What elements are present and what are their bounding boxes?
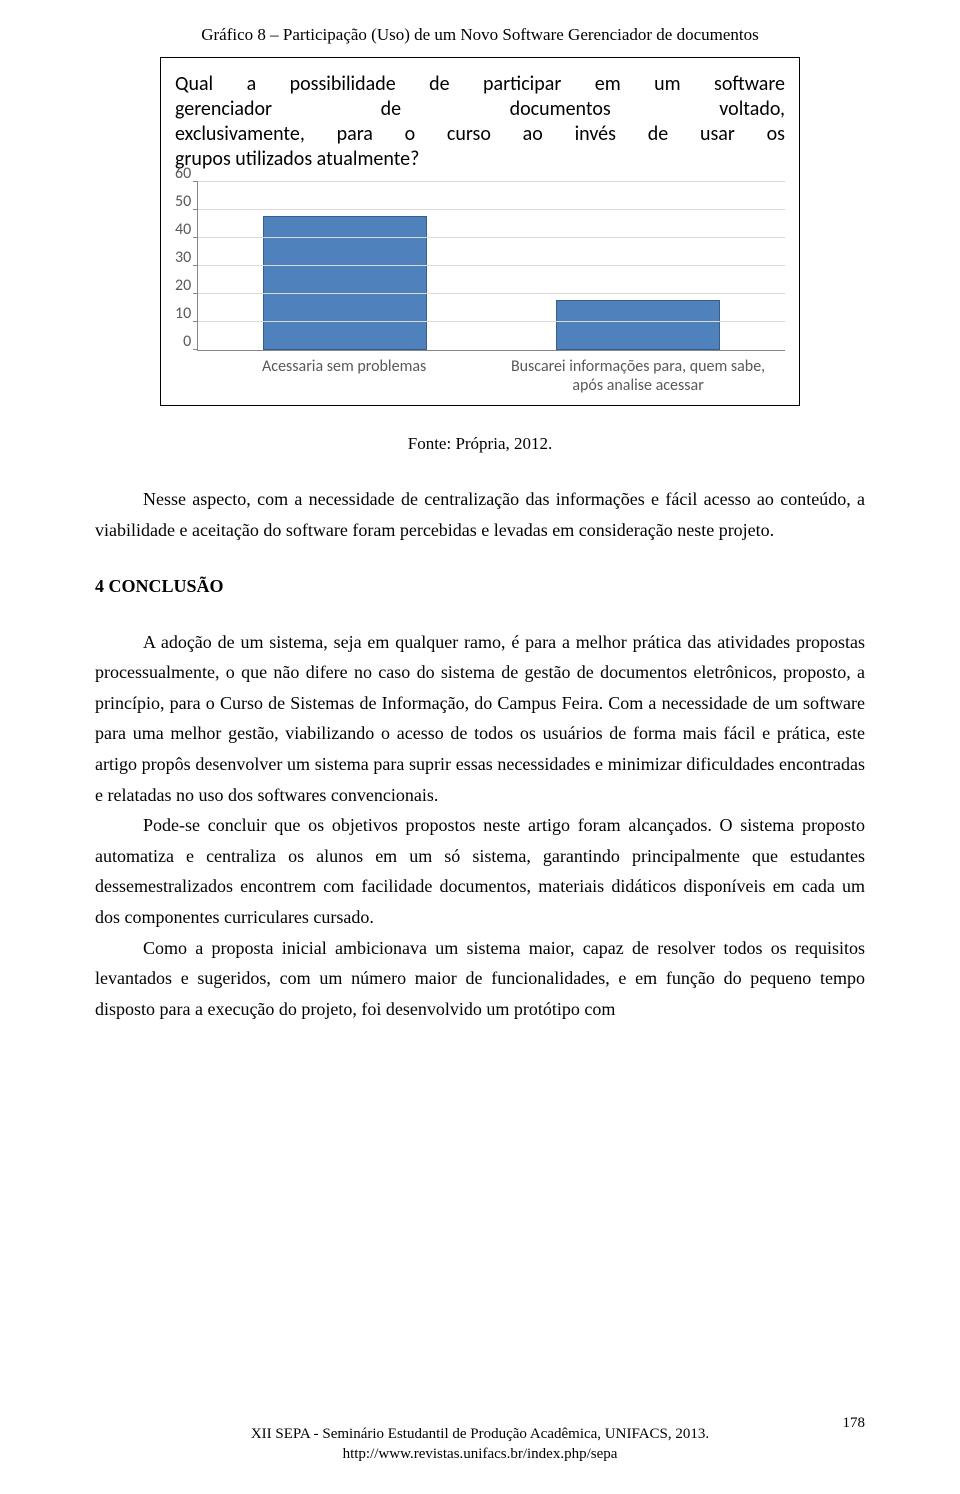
figure-caption: Gráfico 8 – Participação (Uso) de um Nov… (95, 25, 865, 45)
bar (556, 300, 720, 350)
y-tick-mark (193, 349, 198, 350)
gridline (198, 321, 785, 322)
gridline (198, 293, 785, 294)
chart-title-line: grupos utilizados atualmente? (175, 147, 785, 172)
plot-wrap: 6050403020100 Acessaria sem problemasBus… (175, 182, 785, 395)
paragraph-intro: Nesse aspecto, com a necessidade de cent… (95, 484, 865, 545)
bar (263, 216, 427, 350)
x-axis-labels: Acessaria sem problemasBuscarei informaç… (197, 357, 785, 395)
y-tick-mark (193, 209, 198, 210)
footer-line-1: XII SEPA - Seminário Estudantil de Produ… (0, 1425, 960, 1445)
paragraph-1: A adoção de um sistema, seja em qualquer… (95, 627, 865, 811)
plot-area (197, 182, 785, 351)
bar-slot (198, 182, 491, 350)
chart-frame: Qual a possibilidade de participar em um… (160, 57, 800, 406)
footer-line-2: http://www.revistas.unifacs.br/index.php… (0, 1445, 960, 1465)
bar-slot (492, 182, 785, 350)
paragraph-2: Pode-se concluir que os objetivos propos… (95, 810, 865, 932)
y-tick-mark (193, 265, 198, 266)
paragraph-3: Como a proposta inicial ambicionava um s… (95, 933, 865, 1025)
source-line: Fonte: Própria, 2012. (95, 434, 865, 454)
bars-container (198, 182, 785, 350)
y-tick-mark (193, 321, 198, 322)
y-tick-mark (193, 293, 198, 294)
plot-column: Acessaria sem problemasBuscarei informaç… (197, 182, 785, 395)
y-tick-mark (193, 181, 198, 182)
gridline (198, 209, 785, 210)
section-heading: 4 CONCLUSÃO (95, 576, 865, 597)
chart-title: Qual a possibilidade de participar em um… (175, 72, 785, 172)
page: Gráfico 8 – Participação (Uso) de um Nov… (0, 0, 960, 1494)
chart-title-line: gerenciador de documentos voltado, (175, 97, 785, 122)
y-tick-mark (193, 237, 198, 238)
footer: XII SEPA - Seminário Estudantil de Produ… (0, 1425, 960, 1464)
x-tick-label: Buscarei informações para, quem sabe, ap… (491, 357, 785, 395)
body-text: Nesse aspecto, com a necessidade de cent… (95, 484, 865, 1024)
y-axis: 6050403020100 (175, 182, 197, 350)
gridline (198, 237, 785, 238)
chart-title-line: Qual a possibilidade de participar em um… (175, 72, 785, 97)
x-tick-label: Acessaria sem problemas (197, 357, 491, 395)
gridline (198, 181, 785, 182)
gridline (198, 265, 785, 266)
chart-title-line: exclusivamente, para o curso ao invés de… (175, 122, 785, 147)
